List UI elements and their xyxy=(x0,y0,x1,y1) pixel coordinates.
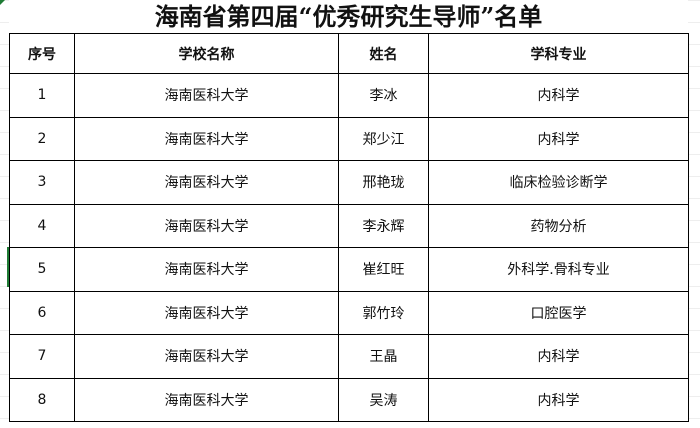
table-row: 4 海南医科大学 李永辉 药物分析 xyxy=(9,203,689,248)
table-row: 1 海南医科大学 李冰 内科学 xyxy=(9,73,689,118)
cell-name[interactable]: 吴涛 xyxy=(338,377,429,422)
cell-school[interactable]: 海南医科大学 xyxy=(74,73,339,118)
cell-school[interactable]: 海南医科大学 xyxy=(74,334,339,379)
cell-name[interactable]: 郭竹玲 xyxy=(338,290,429,335)
cell-discipline[interactable]: 内科学 xyxy=(428,377,689,422)
cell-index[interactable]: 5 xyxy=(9,247,75,292)
table-row: 6 海南医科大学 郭竹玲 口腔医学 xyxy=(9,290,689,335)
cell-school[interactable]: 海南医科大学 xyxy=(74,160,339,205)
cell-school[interactable]: 海南医科大学 xyxy=(74,116,339,161)
cell-discipline[interactable]: 药物分析 xyxy=(428,203,689,248)
header-name[interactable]: 姓名 xyxy=(338,33,429,74)
cell-name[interactable]: 崔红旺 xyxy=(338,247,429,292)
mentor-table: 序号 学校名称 姓名 学科专业 1 海南医科大学 李冰 内科学 2 海南医科大学 郑少江 内科… xyxy=(9,33,689,422)
table-row: 3 海南医科大学 邢艳珑 临床检验诊断学 xyxy=(9,160,689,205)
cell-school[interactable]: 海南医科大学 xyxy=(74,247,339,292)
row-selection-marker xyxy=(7,247,9,287)
table-row: 8 海南医科大学 吴涛 内科学 xyxy=(9,377,689,422)
cell-discipline[interactable]: 内科学 xyxy=(428,116,689,161)
cell-name[interactable]: 郑少江 xyxy=(338,116,429,161)
cell-index[interactable]: 4 xyxy=(9,203,75,248)
cell-index[interactable]: 3 xyxy=(9,160,75,205)
header-row: 序号 学校名称 姓名 学科专业 xyxy=(9,33,689,74)
cell-index[interactable]: 8 xyxy=(9,377,75,422)
cell-index[interactable]: 7 xyxy=(9,334,75,379)
header-discipline[interactable]: 学科专业 xyxy=(428,33,689,74)
cell-discipline[interactable]: 内科学 xyxy=(428,334,689,379)
cell-discipline[interactable]: 口腔医学 xyxy=(428,290,689,335)
cell-indicator xyxy=(0,0,5,5)
cell-discipline[interactable]: 内科学 xyxy=(428,73,689,118)
table-row: 2 海南医科大学 郑少江 内科学 xyxy=(9,116,689,161)
table-row: 5 海南医科大学 崔红旺 外科学.骨科专业 xyxy=(9,247,689,292)
header-index[interactable]: 序号 xyxy=(9,33,75,74)
cell-name[interactable]: 王晶 xyxy=(338,334,429,379)
cell-name[interactable]: 李冰 xyxy=(338,73,429,118)
cell-discipline[interactable]: 外科学.骨科专业 xyxy=(428,247,689,292)
cell-discipline[interactable]: 临床检验诊断学 xyxy=(428,160,689,205)
cell-school[interactable]: 海南医科大学 xyxy=(74,290,339,335)
cell-index[interactable]: 1 xyxy=(9,73,75,118)
cell-school[interactable]: 海南医科大学 xyxy=(74,203,339,248)
cell-name[interactable]: 邢艳珑 xyxy=(338,160,429,205)
cell-name[interactable]: 李永辉 xyxy=(338,203,429,248)
cell-school[interactable]: 海南医科大学 xyxy=(74,377,339,422)
cell-index[interactable]: 6 xyxy=(9,290,75,335)
page-title: 海南省第四届“优秀研究生导师”名单 xyxy=(9,0,688,33)
table-row: 7 海南医科大学 王晶 内科学 xyxy=(9,334,689,379)
cell-index[interactable]: 2 xyxy=(9,116,75,161)
header-school[interactable]: 学校名称 xyxy=(74,33,339,74)
